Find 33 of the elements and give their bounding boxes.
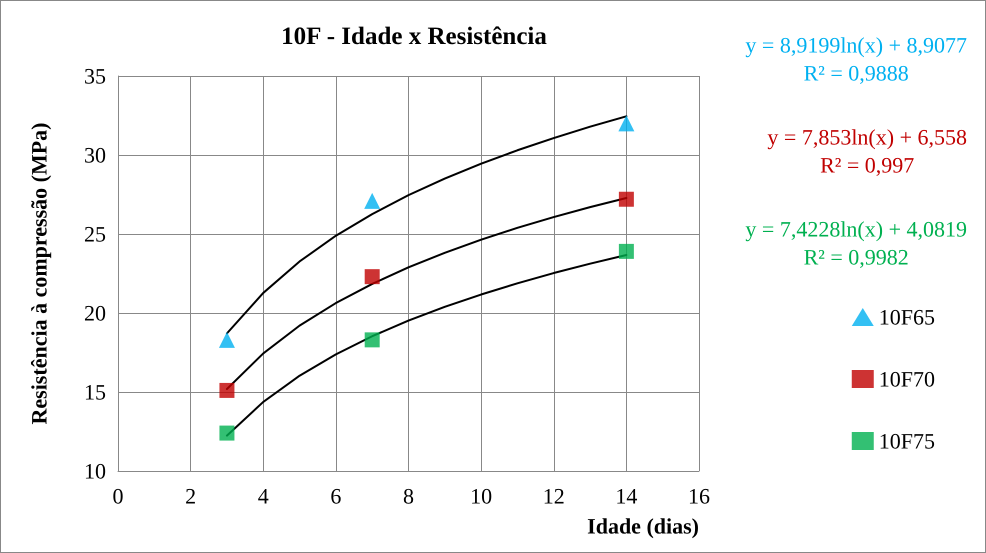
point <box>218 332 235 348</box>
legend-label: 10F65 <box>878 304 936 330</box>
y-tick-label: 25 <box>84 222 106 246</box>
point <box>364 192 380 209</box>
point <box>219 426 234 441</box>
point <box>364 332 380 348</box>
x-tick-label: 10 <box>470 484 492 508</box>
x-tick-label: 14 <box>615 484 638 508</box>
point <box>618 244 634 259</box>
x-tick-label: 4 <box>258 484 269 508</box>
y-tick-label: 30 <box>84 142 106 168</box>
y-axis-title: Resistência à compressão (MPa) <box>26 122 52 425</box>
chart-title: 10F - Idade x Resistência <box>281 23 548 50</box>
y-tick-label: 10 <box>84 458 106 484</box>
point <box>618 115 634 132</box>
x-axis-title: Idade (dias) <box>587 514 699 538</box>
y-tick-label: 35 <box>84 64 106 88</box>
text: y = 8,9199ln(x) + 8,9077 R² = 0,9888 <box>745 32 968 86</box>
point <box>364 269 380 284</box>
x-tick-label: 16 <box>688 484 710 508</box>
point <box>219 382 234 398</box>
y-tick-label: 15 <box>84 380 106 404</box>
x-tick-label: 0 <box>112 484 124 508</box>
text: y = 7,4228ln(x) + 4,0819 R² = 0,9982 <box>745 216 968 270</box>
text: y = 7,853ln(x) + 6,558 R² = 0,997 <box>767 124 968 178</box>
x-tick-label: 8 <box>403 484 414 508</box>
legend-label: 10F75 <box>878 428 936 454</box>
y-tick-label: 20 <box>84 300 106 326</box>
x-tick-label: 12 <box>542 484 565 508</box>
legend-label: 10F70 <box>878 366 936 392</box>
point <box>618 192 634 207</box>
x-tick-label: 6 <box>330 484 342 508</box>
x-tick-label: 2 <box>185 484 196 508</box>
